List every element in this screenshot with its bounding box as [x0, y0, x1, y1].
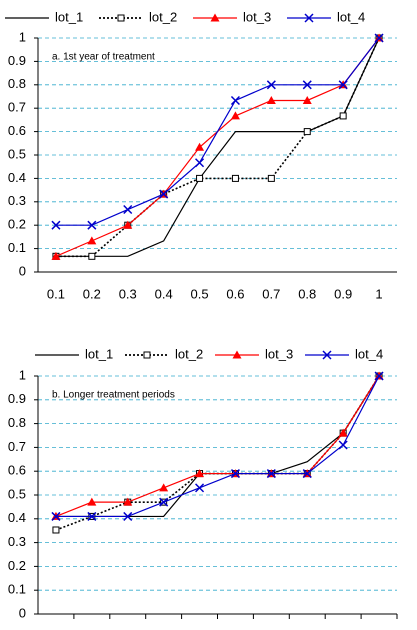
point [230, 95, 240, 106]
legend-label: lot_4 [337, 9, 365, 24]
y-tick-label: 0.7 [8, 439, 26, 454]
series-line [55, 37, 380, 257]
y-tick-label: 0.2 [8, 217, 26, 232]
x-tick-label: 0.3 [119, 286, 137, 301]
point [339, 112, 347, 120]
point [338, 440, 348, 450]
point [338, 80, 348, 90]
point [51, 220, 61, 230]
point [302, 80, 312, 90]
legend-marker [210, 13, 220, 22]
point [302, 95, 312, 104]
point [230, 469, 240, 479]
point [51, 511, 61, 521]
series-line [55, 37, 380, 257]
point [159, 483, 169, 492]
x-tick-label: 0.7 [262, 286, 280, 301]
point [231, 174, 239, 182]
point [195, 158, 205, 168]
y-tick-label: 0.5 [8, 486, 26, 501]
legend-label: lot_3 [265, 346, 293, 361]
legend-label: lot_4 [355, 346, 383, 361]
x-tick-label: 0.1 [47, 286, 65, 301]
x-tick-label: 0.6 [226, 286, 244, 301]
point [87, 236, 97, 245]
legend-label: lot_1 [85, 346, 113, 361]
y-tick-label: 0.5 [8, 146, 26, 161]
point [123, 511, 133, 521]
point [266, 95, 276, 104]
point [195, 469, 205, 478]
y-tick-label: 0.1 [8, 240, 26, 255]
point [87, 511, 97, 521]
legend-label: lot_3 [243, 9, 271, 24]
x-tick-label: 0.4 [155, 286, 173, 301]
point [266, 469, 276, 479]
y-tick-label: 0.1 [8, 582, 26, 597]
point [303, 128, 311, 136]
series-line [55, 37, 380, 226]
legend-label: lot_2 [175, 346, 203, 361]
point [230, 111, 240, 120]
legend-marker [232, 350, 242, 359]
y-tick-label: 0.7 [8, 100, 26, 115]
point [302, 469, 312, 479]
y-tick-label: 0.3 [8, 193, 26, 208]
point [196, 174, 204, 182]
point [338, 428, 348, 437]
point [52, 526, 60, 534]
point [195, 142, 205, 151]
point [123, 220, 133, 229]
point [374, 371, 384, 381]
y-tick-label: 0.6 [8, 123, 26, 138]
y-tick-label: 0.6 [8, 463, 26, 478]
legend-marker [322, 350, 332, 360]
y-tick-label: 0.4 [8, 170, 26, 185]
y-tick-label: 1 [19, 367, 26, 382]
y-tick-label: 0.4 [8, 510, 26, 525]
series-line [55, 375, 380, 518]
y-tick-label: 0.9 [8, 391, 26, 406]
point [51, 251, 61, 260]
point [87, 497, 97, 506]
x-tick-label: 0.5 [191, 286, 209, 301]
legend-marker [117, 14, 125, 22]
point [87, 220, 97, 230]
annotation: a. 1st year of treatment [52, 52, 155, 63]
annotation: b. Longer treatment periods [52, 390, 175, 401]
point [195, 483, 205, 493]
point [267, 174, 275, 182]
y-tick-label: 0.2 [8, 558, 26, 573]
point [266, 80, 276, 90]
x-tick-label: 1 [375, 286, 382, 301]
point [374, 33, 384, 43]
legend-label: lot_2 [149, 9, 177, 24]
series-line [55, 37, 380, 258]
legend-label: lot_1 [55, 9, 83, 24]
x-tick-label: 0.9 [334, 286, 352, 301]
point [123, 497, 133, 506]
legend-marker [304, 13, 314, 23]
x-tick-label: 0.8 [298, 286, 316, 301]
y-tick-label: 0.3 [8, 534, 26, 549]
y-tick-label: 0 [19, 263, 26, 278]
point [159, 189, 169, 199]
series-line [55, 375, 380, 517]
legend-marker [143, 351, 151, 359]
point [123, 204, 133, 215]
y-tick-label: 0.9 [8, 53, 26, 68]
x-tick-label: 0.2 [83, 286, 101, 301]
y-tick-label: 0.8 [8, 76, 26, 91]
point [88, 252, 96, 260]
y-tick-label: 1 [19, 29, 26, 44]
y-tick-label: 0 [19, 605, 26, 620]
y-tick-label: 0.8 [8, 415, 26, 430]
point [159, 497, 169, 507]
